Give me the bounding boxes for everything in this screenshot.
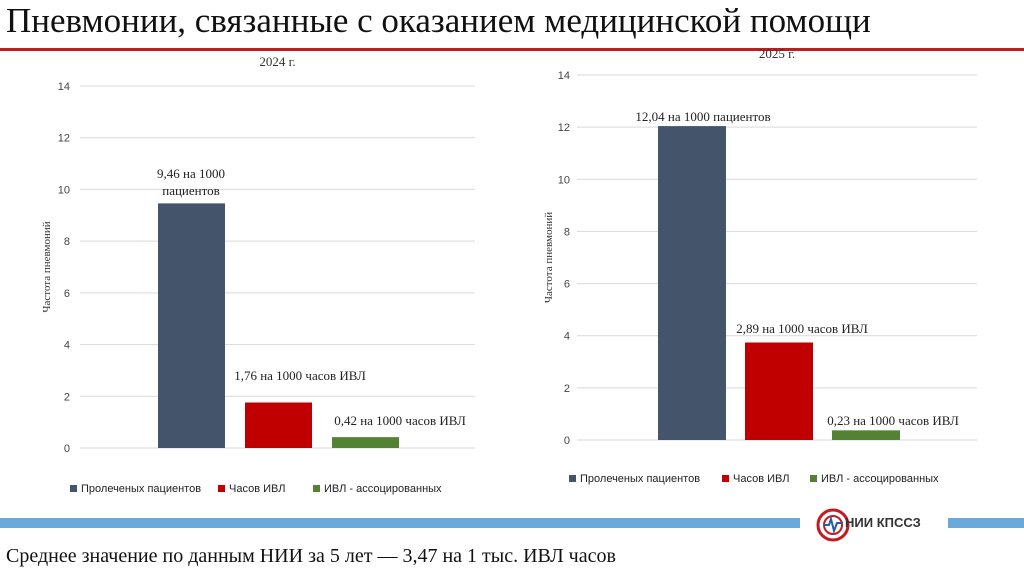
legend-entry: ИВЛ - ассоцированных	[324, 483, 442, 495]
legend-swatch	[569, 475, 576, 482]
data-label: 12,04 на 1000 пациентов	[635, 109, 770, 124]
bar-1	[158, 203, 225, 448]
data-label: 9,46 на 1000	[157, 166, 225, 181]
legend-entry: Пролеченых пациентов	[81, 483, 201, 495]
footer-accent-bar-right	[948, 518, 1024, 528]
y-tick-label: 12	[58, 133, 70, 145]
legend-entry: ИВЛ - ассоцированных	[821, 473, 939, 485]
legend-entry: Часов ИВЛ	[229, 483, 285, 495]
y-tick-label: 4	[564, 331, 570, 343]
page-title: Пневмонии, связанные с оказанием медицин…	[6, 1, 871, 40]
bar-2	[245, 402, 312, 448]
legend-swatch	[218, 485, 225, 492]
legend-entry: Пролеченых пациентов	[580, 473, 700, 485]
data-label: пациентов	[162, 183, 220, 198]
legend-swatch	[70, 485, 77, 492]
bar-2	[745, 342, 813, 440]
legend-swatch	[810, 475, 817, 482]
y-tick-label: 4	[64, 340, 70, 352]
chart-2024: 2024 г. 0 2 4 6 8 10 12 14 Частота пневмоний 9,46 …	[41, 54, 475, 495]
y-tick-label: 6	[64, 288, 70, 300]
data-label: 0,42 на 1000 часов ИВЛ	[334, 413, 466, 428]
chart-2025: 2025 г. 0 2 4 6 8 10 12 14 Частота пневмоний 12,04…	[543, 46, 977, 485]
footer-accent-bar-left	[0, 518, 800, 528]
y-tick-label: 10	[58, 184, 70, 196]
logo-text: НИИ КПССЗ	[845, 515, 921, 530]
y-tick-label: 2	[564, 383, 570, 395]
data-label: 1,76 на 1000 часов ИВЛ	[234, 368, 366, 383]
y-axis-label: Частота пневмоний	[543, 212, 555, 303]
y-tick-label: 2	[64, 391, 70, 403]
y-tick-label: 8	[64, 236, 70, 248]
y-axis-label: Частота пневмоний	[41, 221, 53, 312]
title-underline	[0, 48, 1024, 51]
institute-logo	[816, 508, 850, 542]
y-tick-label: 0	[564, 435, 570, 447]
y-tick-label: 0	[64, 443, 70, 455]
y-tick-label: 10	[558, 174, 570, 186]
legend-swatch	[313, 485, 320, 492]
y-tick-label: 12	[558, 122, 570, 134]
chart-title: 2025 г.	[759, 46, 795, 61]
footer-note: Среднее значение по данным НИИ за 5 лет …	[6, 545, 616, 567]
data-label: 2,89 на 1000 часов ИВЛ	[736, 321, 868, 336]
bar-3	[832, 430, 900, 440]
legend-swatch	[722, 475, 729, 482]
data-label: 0,23 на 1000 часов ИВЛ	[827, 413, 959, 428]
y-tick-label: 14	[58, 81, 70, 93]
y-tick-label: 8	[564, 226, 570, 238]
bar-1	[658, 126, 726, 440]
chart-title: 2024 г.	[259, 54, 295, 69]
bar-3	[332, 437, 399, 448]
legend-entry: Часов ИВЛ	[733, 473, 789, 485]
y-tick-label: 6	[564, 279, 570, 291]
y-tick-label: 14	[558, 70, 570, 82]
